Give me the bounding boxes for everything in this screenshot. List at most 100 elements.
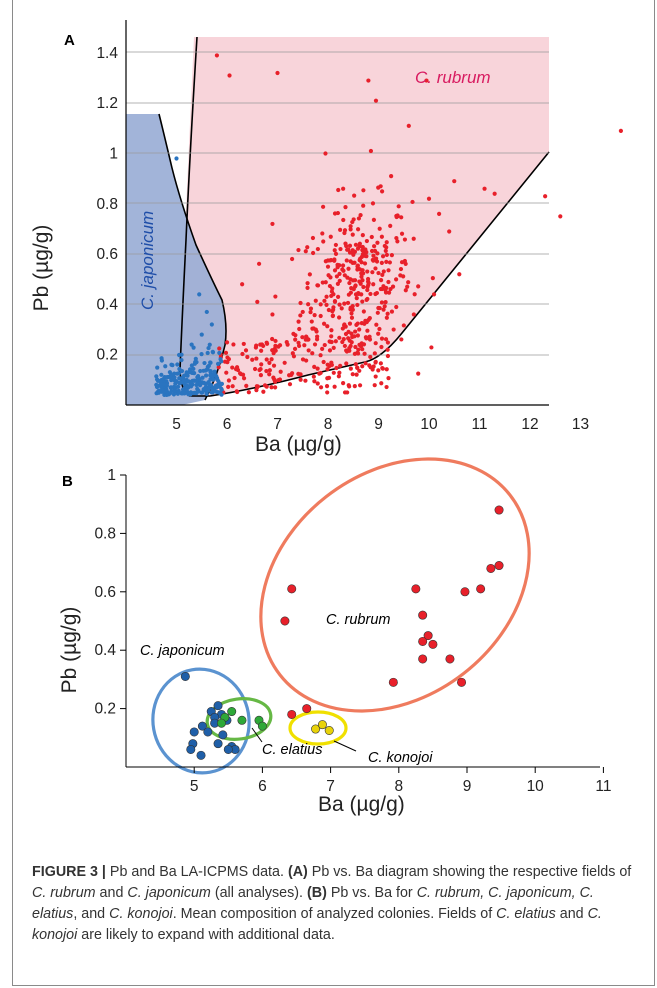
c-rubrum-point (386, 376, 391, 381)
c-rubrum-point (289, 372, 294, 378)
c-japonicum-point (173, 385, 178, 391)
c-rubrum-point (354, 322, 359, 327)
c-rubrum-point (411, 236, 416, 241)
c-rubrum-point (372, 244, 377, 249)
c-rubrum-point (375, 310, 380, 315)
c-japonicum-point (209, 322, 214, 327)
c-rubrum-point (357, 241, 362, 246)
c-rubrum-point (476, 584, 486, 594)
c-rubrum-point (327, 363, 332, 369)
c-rubrum-point (340, 263, 346, 268)
c-rubrum-point (393, 277, 399, 282)
c-rubrum-point (380, 272, 385, 277)
c-japonicum-point (188, 392, 193, 397)
panel-a-tick-labels: 5 6 7 8 9 10 11 12 13 0.2 0.4 0.6 0.8 1 1.2 1.4 (96, 45, 589, 433)
c-rubrum-point (380, 365, 385, 371)
c-rubrum-point (349, 286, 354, 291)
c-japonicum-point (189, 370, 194, 375)
panel-a-label: A (64, 32, 75, 49)
c-elatius-point (216, 718, 226, 728)
c-rubrum-point (384, 240, 389, 245)
c-rubrum-point (359, 274, 364, 279)
c-rubrum-point (326, 307, 331, 313)
c-rubrum-point (376, 331, 381, 336)
c-rubrum-point (378, 184, 383, 189)
c-rubrum-point (267, 360, 272, 365)
c-japonicum-point (179, 391, 184, 396)
c-rubrum-point (320, 231, 325, 236)
c-rubrum-point (375, 240, 380, 245)
c-rubrum-point (303, 249, 308, 254)
c-rubrum-point (339, 306, 344, 311)
c-rubrum-point (452, 179, 457, 184)
c-rubrum-point (320, 280, 325, 285)
c-rubrum-point (244, 383, 249, 389)
c-rubrum-point (273, 348, 278, 353)
c-rubrum-point (492, 191, 497, 196)
c-rubrum-point (365, 328, 370, 333)
c-japonicum-point (204, 309, 209, 315)
x-tick-label: 13 (572, 416, 589, 433)
c-japonicum-point (207, 383, 212, 388)
c-rubrum-point (368, 354, 373, 360)
c-elatius-point (227, 707, 237, 717)
c-japonicum-point (193, 359, 198, 365)
c-rubrum-point (270, 312, 275, 317)
c-rubrum-point (285, 342, 290, 347)
c-rubrum-point (332, 248, 337, 253)
c-rubrum-point (318, 353, 323, 358)
c-rubrum-point (273, 294, 278, 299)
c-rubrum-point (353, 242, 359, 247)
c-rubrum-point (363, 247, 368, 252)
c-rubrum-point (298, 300, 303, 306)
c-rubrum-point (302, 704, 312, 714)
c-rubrum-point (321, 359, 326, 365)
c-rubrum-point (424, 78, 429, 83)
c-rubrum-point (360, 299, 365, 304)
c-rubrum-point (390, 284, 396, 289)
x-tick-label: 5 (190, 778, 199, 795)
c-elatius-point (257, 721, 267, 731)
c-japonicum-point (209, 390, 214, 395)
c-rubrum-point (357, 368, 362, 373)
c-japonicum-point (191, 366, 196, 371)
c-rubrum-point (363, 361, 368, 366)
c-rubrum-point (360, 233, 365, 238)
c-rubrum-point (223, 350, 229, 355)
c-rubrum-point (347, 321, 353, 326)
c-rubrum-point (329, 289, 335, 294)
c-japonicum-point (218, 357, 223, 362)
c-japonicum-point (208, 373, 213, 378)
c-rubrum-point (291, 354, 297, 359)
c-rubrum-point (329, 334, 334, 339)
c-japonicum-point (154, 391, 159, 396)
c-japonicum-point (195, 386, 200, 391)
c-rubrum-point (312, 342, 318, 347)
c-rubrum-point (368, 148, 374, 154)
x-tick-label: 7 (326, 778, 335, 795)
c-rubrum-point (321, 239, 326, 244)
c-rubrum-point (369, 234, 374, 240)
c-rubrum-point (296, 340, 301, 345)
c-rubrum-point (353, 284, 358, 289)
c-rubrum-point (337, 302, 342, 307)
c-rubrum-point (486, 563, 496, 573)
c-rubrum-point (273, 385, 278, 390)
c-rubrum-point (383, 287, 388, 293)
c-rubrum-point (347, 280, 352, 286)
c-rubrum-point (356, 216, 361, 221)
c-rubrum-ellipse (259, 457, 531, 713)
c-rubrum-point (354, 296, 359, 301)
c-rubrum-point (428, 639, 438, 649)
c-rubrum-point (333, 339, 338, 344)
c-rubrum-point (338, 363, 343, 368)
c-japonicum-point (164, 387, 169, 393)
c-rubrum-point (325, 324, 330, 329)
c-japonicum-point (184, 384, 189, 389)
c-rubrum-point (332, 384, 337, 389)
c-rubrum-point (384, 315, 389, 320)
c-japonicum-point (184, 377, 189, 382)
c-rubrum-point (369, 248, 375, 254)
c-japonicum-point (171, 392, 177, 397)
c-rubrum-point (347, 345, 352, 351)
